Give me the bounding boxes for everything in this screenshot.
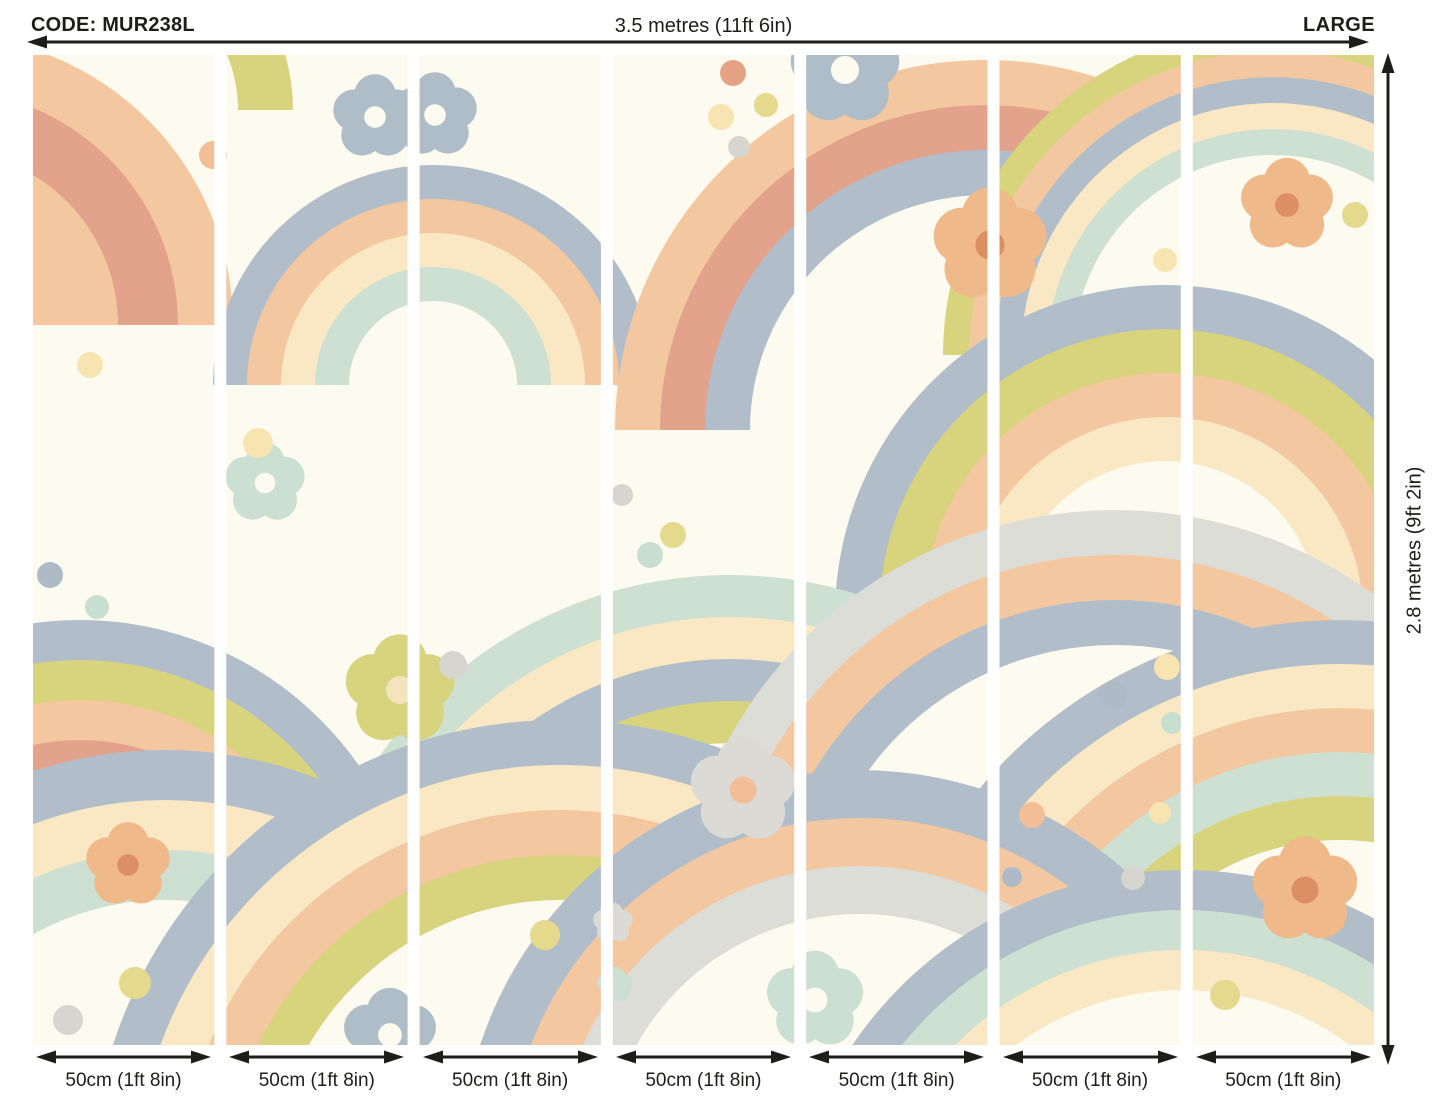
mural-svg xyxy=(33,55,1374,1045)
size-badge: LARGE xyxy=(1303,14,1375,36)
panel-width-label: 50cm (1ft 8in) xyxy=(452,1070,569,1091)
panel-width-label: 50cm (1ft 8in) xyxy=(645,1070,762,1091)
panel-divider xyxy=(987,55,1000,1045)
panel-width-arrow xyxy=(1195,1050,1371,1064)
dot-motif xyxy=(1210,980,1240,1010)
dot-motif xyxy=(1154,654,1180,680)
panel-width-arrow xyxy=(422,1050,598,1064)
panel-width-label: 50cm (1ft 8in) xyxy=(65,1070,182,1091)
panel-divider xyxy=(600,55,613,1045)
panel-divider xyxy=(407,55,420,1045)
dot-motif xyxy=(1161,712,1183,734)
dot-motif xyxy=(637,542,663,568)
panel-width-arrow xyxy=(229,1050,405,1064)
dot-motif xyxy=(119,967,151,999)
product-code-label: CODE: MUR238L xyxy=(31,14,195,36)
dot-motif xyxy=(1099,681,1127,709)
flower-motif xyxy=(690,736,796,839)
dot-motif xyxy=(1149,802,1171,824)
dot-motif xyxy=(754,93,778,117)
dot-motif xyxy=(1121,866,1145,890)
panel-width-arrow xyxy=(36,1050,211,1064)
panel-width-label: 50cm (1ft 8in) xyxy=(1225,1070,1342,1091)
total-height-label: 2.8 metres (9ft 2in) xyxy=(1403,466,1426,634)
dot-motif xyxy=(728,136,750,158)
panel-width-arrow xyxy=(615,1050,791,1064)
panel-width-label: 50cm (1ft 8in) xyxy=(1031,1070,1149,1091)
dot-motif xyxy=(708,104,734,130)
dot-motif xyxy=(611,484,633,506)
flower-motif xyxy=(1241,157,1333,248)
rainbow-inner xyxy=(349,301,517,385)
dot-motif xyxy=(37,562,63,588)
total-width-arrow xyxy=(27,35,1369,49)
total-width-label: 3.5 metres (11ft 6in) xyxy=(614,15,793,37)
dot-motif xyxy=(1002,867,1022,887)
dot-motif xyxy=(439,651,467,679)
dot-motif xyxy=(243,428,273,458)
flower-motif xyxy=(393,72,477,154)
panel-width-arrow xyxy=(1002,1050,1178,1064)
rainbow-band xyxy=(33,175,118,325)
panel-width-label: 50cm (1ft 8in) xyxy=(838,1070,955,1091)
panel-width-label: 50cm (1ft 8in) xyxy=(258,1070,375,1091)
dot-motif xyxy=(530,920,560,950)
panel-divider xyxy=(794,55,807,1045)
flower-motif xyxy=(86,822,170,904)
dot-motif xyxy=(1153,248,1177,272)
flower-motif xyxy=(1252,836,1358,939)
total-height-arrow xyxy=(1381,53,1395,1065)
dot-motif xyxy=(85,595,109,619)
dot-motif xyxy=(1342,202,1368,228)
dot-motif xyxy=(660,522,686,548)
dot-motif xyxy=(77,352,103,378)
panel-width-arrow xyxy=(809,1050,985,1064)
panel-divider xyxy=(214,55,227,1045)
mural-artwork xyxy=(33,55,1374,1045)
dot-motif xyxy=(1019,802,1045,828)
panel-divider xyxy=(1180,55,1193,1045)
dot-motif xyxy=(53,1005,83,1035)
dot-motif xyxy=(720,60,746,86)
